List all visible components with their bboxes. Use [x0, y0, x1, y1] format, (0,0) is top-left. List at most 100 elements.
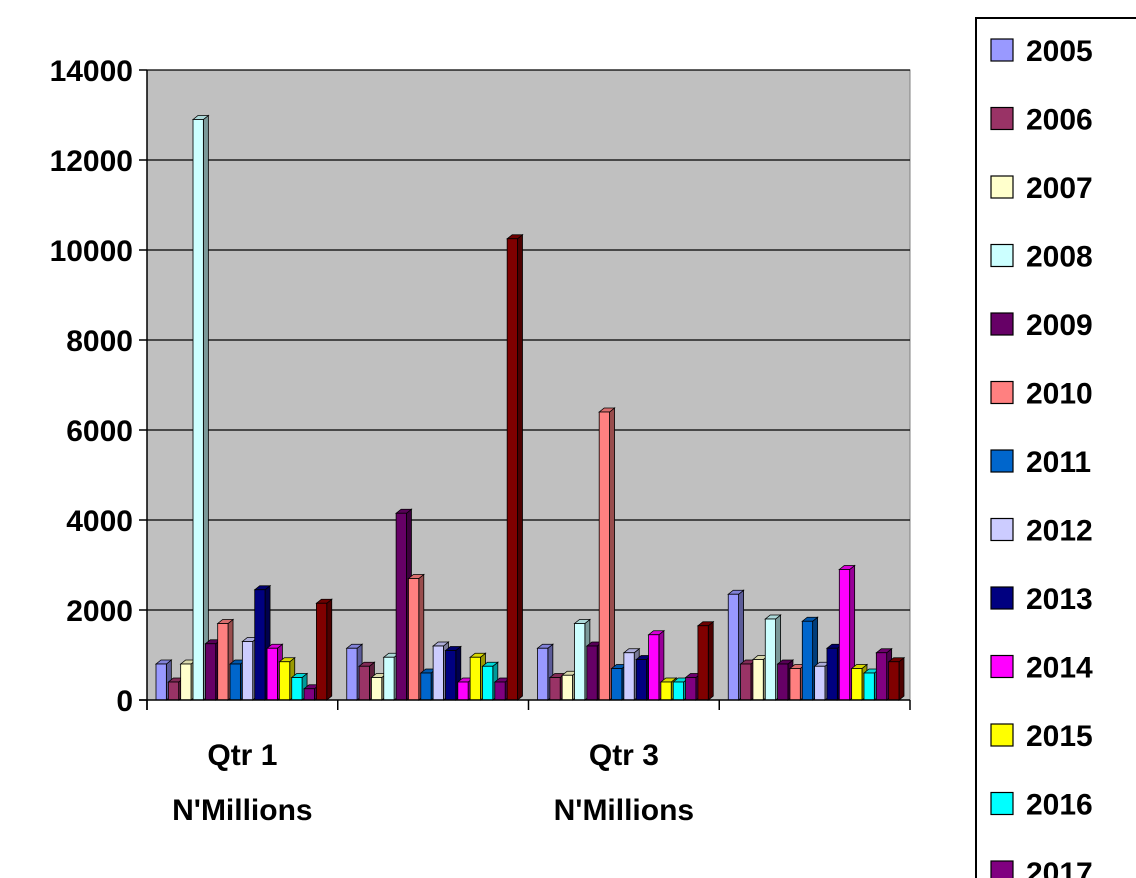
- bar-front: [549, 677, 561, 701]
- legend-swatch: [990, 175, 1014, 199]
- bar-front: [685, 677, 697, 701]
- y-tick-label: 10000: [50, 235, 133, 268]
- bar: [315, 598, 333, 701]
- legend-label: 2006: [1026, 104, 1093, 137]
- bar-front: [863, 672, 875, 701]
- bar-front: [660, 681, 672, 701]
- bar-front: [635, 659, 647, 701]
- bar-front: [826, 647, 838, 701]
- bar-front: [420, 672, 432, 701]
- legend-label: 2007: [1026, 172, 1093, 205]
- bar-front: [266, 647, 278, 701]
- legend-swatch: [990, 312, 1014, 336]
- gridlines: [147, 69, 910, 611]
- bar-front: [801, 620, 814, 701]
- bar-front: [697, 625, 709, 701]
- bar-front: [875, 652, 888, 701]
- plot-area: [146, 69, 911, 701]
- bar: [598, 407, 616, 701]
- bar-front: [482, 665, 494, 701]
- legend-label: 2015: [1026, 720, 1093, 753]
- bar: [838, 564, 856, 701]
- bar-front: [445, 650, 457, 701]
- bar-front: [278, 661, 291, 701]
- legend-swatch: [990, 860, 1014, 878]
- legend-label: 2010: [1026, 378, 1093, 411]
- bar-front: [561, 674, 573, 701]
- bar-front: [303, 688, 315, 701]
- bar-front: [838, 569, 851, 701]
- legend-swatch: [990, 654, 1014, 679]
- bar-front: [727, 593, 739, 701]
- y-tick-label: 12000: [50, 145, 133, 178]
- legend-swatch: [990, 449, 1014, 473]
- x-axis-labels: Qtr 1 N'Millions Qtr 3 N'Millions: [172, 739, 694, 827]
- bar-front: [457, 681, 469, 701]
- bar-front: [506, 238, 518, 701]
- bar-front: [764, 618, 777, 701]
- bar-front: [395, 512, 407, 701]
- bars: [154, 114, 906, 701]
- bar-front: [672, 681, 684, 701]
- y-tick-label: 4000: [66, 505, 133, 538]
- bar-front: [494, 681, 506, 701]
- legend-swatch: [990, 791, 1014, 816]
- bar: [407, 573, 425, 701]
- bar-front: [814, 665, 826, 701]
- y-axis-ticks: 0 2000 4000 6000 8000 10000 12000 14000: [50, 55, 147, 718]
- plot-background: [146, 69, 911, 701]
- bar-front: [740, 663, 752, 701]
- bar-front: [408, 578, 420, 701]
- bar-front: [432, 645, 444, 701]
- axes: [139, 70, 911, 710]
- bar-front: [537, 647, 549, 701]
- x-category-label: N'Millions: [554, 794, 694, 827]
- legend-label: 2009: [1026, 309, 1093, 342]
- bar-side: [898, 656, 905, 701]
- bar-front: [789, 668, 801, 701]
- bar-front: [291, 677, 303, 701]
- y-tick-label: 2000: [66, 595, 133, 628]
- legend-label: 2014: [1026, 652, 1093, 685]
- bar-front: [586, 645, 598, 701]
- bar-front: [155, 663, 167, 701]
- bar-front: [371, 677, 383, 701]
- bar-front: [777, 663, 789, 701]
- bar: [696, 620, 715, 701]
- bar: [191, 114, 210, 701]
- legend-swatch: [990, 517, 1014, 542]
- legend-label: 2012: [1026, 515, 1093, 548]
- y-tick-label: 14000: [50, 55, 133, 88]
- y-tick-label: 0: [116, 685, 133, 718]
- legend-swatch: [990, 723, 1014, 747]
- bar-side: [202, 114, 209, 701]
- bar-front: [648, 634, 660, 701]
- bar-front: [204, 643, 217, 701]
- bar-front: [752, 659, 764, 701]
- legend: 2005 2006 2007 2008 2009 2010 2011 2012 2013 2014…: [975, 17, 1136, 878]
- legend-label: 2011: [1026, 446, 1091, 479]
- legend-label: 2016: [1026, 789, 1093, 822]
- y-tick-label: 6000: [66, 415, 133, 448]
- x-category-label: N'Millions: [172, 794, 312, 827]
- bar-front: [598, 411, 610, 701]
- x-category-label: Qtr 3: [589, 739, 659, 772]
- legend-label: 2017: [1026, 857, 1093, 878]
- bar-front: [346, 647, 358, 701]
- bar-side: [609, 407, 615, 701]
- bar-front: [241, 641, 254, 701]
- bar-front: [383, 656, 395, 701]
- bar-side: [517, 233, 523, 701]
- bar: [887, 656, 906, 701]
- bar-front: [229, 663, 241, 701]
- legend-label: 2008: [1026, 241, 1093, 274]
- legend-swatch: [990, 586, 1014, 610]
- bar: [506, 233, 524, 701]
- legend-swatch: [990, 243, 1014, 268]
- bar-front: [358, 665, 370, 701]
- legend-swatch: [990, 38, 1014, 62]
- bar-front: [316, 602, 328, 701]
- legend-swatch: [990, 106, 1014, 131]
- bar-front: [623, 652, 635, 701]
